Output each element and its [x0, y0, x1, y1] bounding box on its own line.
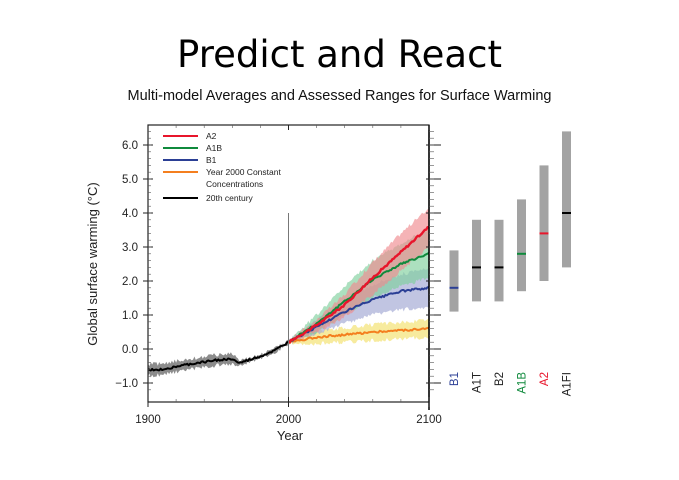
y-tick-label: 1.0 — [122, 310, 138, 322]
band-a2 — [288, 209, 429, 346]
legend-label-line2: Concentrations — [206, 179, 263, 189]
line-b1 — [288, 286, 429, 344]
chart-title: Multi-model Averages and Assessed Ranges… — [127, 88, 552, 104]
y-axis-title: Global surface warming (°C) — [85, 182, 100, 345]
series-lines — [147, 225, 430, 372]
x-tick-label: 2100 — [416, 414, 442, 426]
slide-title: Predict and React — [177, 33, 502, 76]
legend: A2 A1B B1 Year 2000 Constant Concentrations 2… — [163, 131, 281, 203]
y-tick-label: 6.0 — [122, 140, 138, 152]
legend-label: 20th century — [206, 193, 254, 203]
axis-ticks: 6.0 5.0 4.0 3.0 2.0 1.0 0.0 −1.0 1900 2000 2100 — [115, 125, 442, 426]
x-tick-label: 2000 — [276, 414, 302, 426]
range-label-a1fi: A1FI — [562, 372, 574, 396]
y-tick-label: 4.0 — [122, 208, 138, 220]
line-year-2000-constant-concentrations — [287, 326, 430, 344]
legend-label: A2 — [206, 131, 217, 141]
y-tick-label: 3.0 — [122, 242, 138, 254]
legend-label: A1B — [206, 143, 222, 153]
range-label-b2: B2 — [494, 372, 506, 386]
line-a2 — [287, 225, 430, 344]
y-tick-label: 2.0 — [122, 276, 138, 288]
range-bar-a1fi — [562, 131, 571, 268]
range-bar-a1t — [472, 219, 481, 302]
line-20th-century — [147, 341, 289, 372]
y-tick-label: 0.0 — [122, 344, 138, 356]
range-bar-a2 — [539, 165, 549, 281]
range-bar-b2 — [494, 219, 504, 302]
band-year-2000-constant-concentrations — [288, 318, 429, 346]
range-label-b1: B1 — [449, 372, 461, 386]
legend-label: B1 — [206, 155, 217, 165]
y-tick-label: 5.0 — [122, 174, 138, 186]
x-axis-title: Year — [277, 428, 304, 443]
range-label-a1t: A1T — [472, 372, 484, 393]
range-label-a2: A2 — [539, 372, 551, 386]
range-bar-a1b — [517, 199, 526, 292]
range-bar-b1 — [449, 250, 459, 312]
range-label-a1b: A1B — [517, 372, 529, 394]
range-bars: B1 A1T B2 A1B A2 A1FI — [449, 131, 574, 396]
x-tick-label: 1900 — [135, 414, 161, 426]
legend-label: Year 2000 Constant — [206, 167, 281, 177]
y-tick-label: −1.0 — [115, 378, 138, 390]
